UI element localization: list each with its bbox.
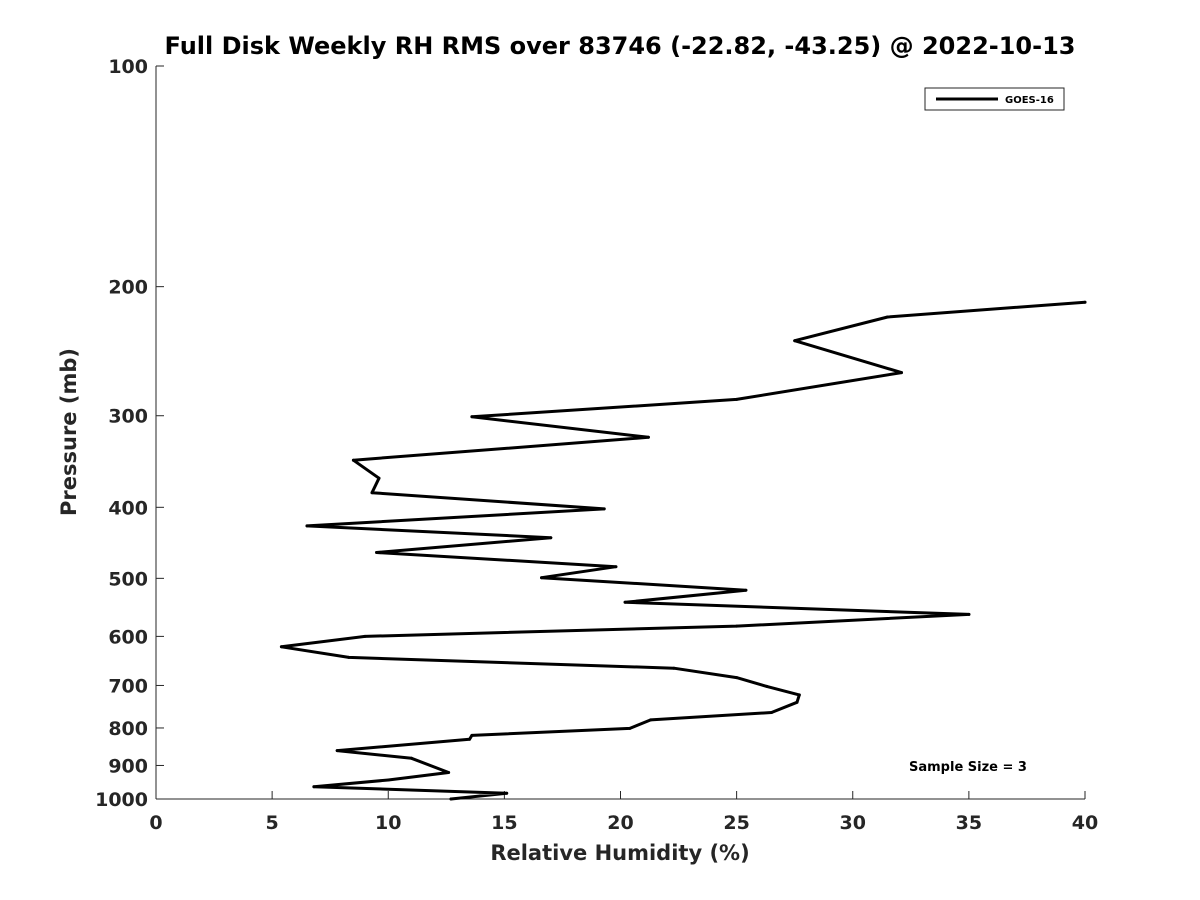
data-point (649, 718, 653, 722)
y-tick-label: 400 (108, 497, 148, 519)
chart-title: Full Disk Weekly RH RMS over 83746 (-22.… (165, 32, 1076, 60)
x-tick-label: 25 (723, 812, 749, 834)
data-point (735, 624, 739, 628)
x-axis-label: Relative Humidity (%) (490, 841, 749, 865)
x-tick-label: 15 (491, 812, 517, 834)
x-tick-label: 30 (840, 812, 866, 834)
data-point (795, 700, 799, 704)
data-point (377, 476, 381, 480)
data-point (305, 524, 309, 528)
data-point (279, 645, 283, 649)
data-point (447, 771, 451, 774)
data-point (735, 676, 739, 680)
data-point (614, 565, 618, 569)
data-point (505, 791, 509, 795)
y-tick-label: 800 (108, 718, 148, 740)
sample-size-annotation: Sample Size = 3 (909, 760, 1027, 775)
x-axis-ticks: 0 5 10 15 20 25 30 35 40 (149, 791, 1098, 834)
x-tick-label: 5 (266, 812, 279, 834)
data-point (886, 315, 890, 319)
data-point (602, 507, 606, 511)
x-tick-label: 20 (607, 812, 633, 834)
data-point (370, 491, 374, 495)
data-point (351, 458, 355, 462)
data-point (449, 797, 453, 801)
y-tick-label: 1000 (95, 789, 148, 811)
x-tick-label: 10 (375, 812, 401, 834)
y-axis-ticks: 100 200 300 400 500 600 700 800 900 1000 (95, 56, 164, 811)
data-point (468, 737, 471, 741)
data-point (363, 634, 367, 638)
data-point (967, 612, 971, 616)
x-tick-label: 40 (1072, 812, 1098, 834)
y-tick-label: 200 (108, 277, 148, 299)
legend-label-goes-16: GOES-16 (1005, 95, 1054, 106)
data-point (623, 600, 627, 604)
y-axis-label: Pressure (mb) (57, 348, 81, 516)
data-point (410, 756, 413, 760)
data-point (335, 749, 339, 753)
series-layer (279, 300, 1087, 801)
data-point (735, 397, 739, 401)
data-point (386, 778, 390, 782)
data-point (312, 785, 316, 789)
data-point (900, 371, 903, 375)
y-tick-label: 500 (108, 568, 148, 590)
data-point (347, 655, 351, 659)
x-tick-label: 35 (956, 812, 982, 834)
data-point (793, 339, 797, 343)
data-point (549, 536, 553, 540)
legend: GOES-16 (924, 87, 1065, 111)
data-point (797, 693, 801, 697)
data-point (646, 435, 650, 439)
data-point (628, 726, 632, 730)
data-point (672, 666, 676, 670)
data-point (770, 711, 773, 714)
data-point (765, 684, 769, 688)
y-tick-label: 700 (108, 675, 148, 697)
series-line-goes-16 (279, 300, 1087, 801)
data-point (375, 551, 379, 554)
data-point (470, 415, 474, 419)
y-tick-label: 900 (108, 755, 148, 777)
data-point (744, 588, 748, 592)
data-point (1083, 300, 1087, 304)
y-tick-label: 600 (108, 626, 148, 648)
x-tick-label: 0 (149, 812, 162, 834)
data-point (470, 733, 474, 737)
data-point (540, 576, 543, 580)
y-tick-label: 100 (108, 56, 148, 78)
y-tick-label: 300 (108, 406, 148, 428)
